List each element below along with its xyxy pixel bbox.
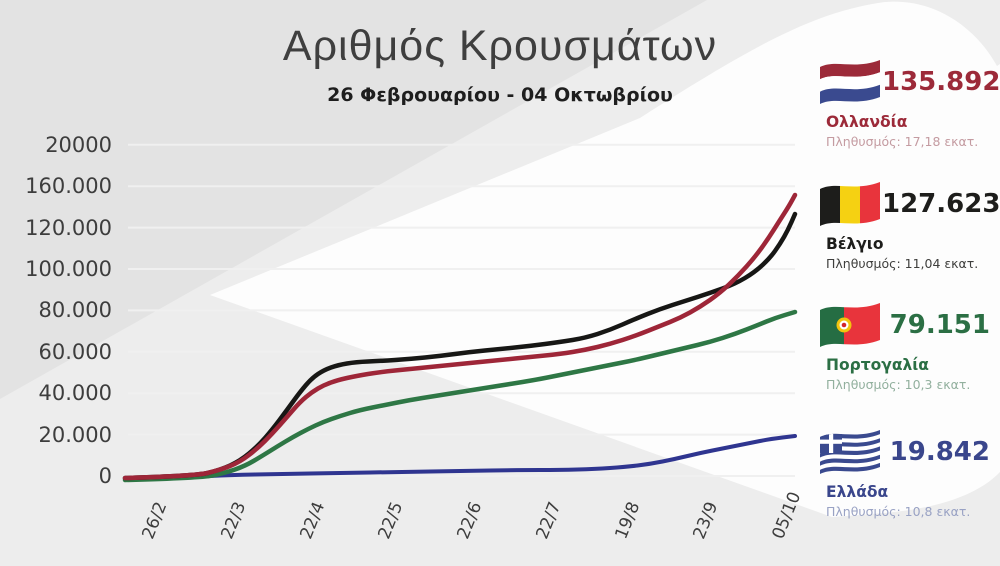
belgium-flag-icon	[820, 182, 880, 226]
y-tick-label: 20000	[45, 132, 112, 157]
country-name: Βέλγιο	[826, 235, 884, 253]
legend-row: 79.151	[818, 299, 990, 351]
x-tick-label: 19/8	[610, 499, 644, 542]
y-tick-label: 60.000	[38, 339, 112, 364]
population-label: Πληθυσμός: 10,8 εκατ.	[826, 504, 971, 519]
page-subtitle: 26 Φεβρουαρίου - 04 Οκτωβρίου	[327, 84, 673, 106]
x-tick-label: 23/9	[689, 499, 723, 542]
x-tick-label: 26/2	[138, 499, 172, 542]
x-tick-label: 22/4	[295, 499, 329, 542]
case-count: 135.892	[882, 67, 1000, 97]
series-line-netherlands	[122, 192, 798, 481]
case-count: 19.842	[889, 437, 990, 467]
population-label: Πληθυσμός: 17,18 εκατ.	[826, 134, 979, 149]
legend-item-netherlands: 135.892 Ολλανδία Πληθυσμός: 17,18 εκατ.	[818, 56, 1000, 149]
legend-row: 19.842	[818, 426, 990, 478]
case-count: 127.623	[882, 189, 1000, 219]
series-lines	[122, 192, 798, 483]
x-tick-label: 22/6	[453, 499, 487, 542]
country-name: Ολλανδία	[826, 113, 908, 131]
series-line-greece	[123, 434, 797, 480]
legend-row: 127.623	[818, 178, 1000, 230]
country-name: Ελλάδα	[826, 483, 889, 501]
netherlands-flag-icon	[820, 60, 880, 104]
greece-flag-icon	[820, 430, 880, 474]
y-tick-label: 40.000	[38, 381, 112, 406]
legend-row: 135.892	[818, 56, 1000, 108]
y-tick-label: 0	[98, 464, 112, 488]
gridlines	[128, 143, 795, 477]
y-tick-label: 80.000	[38, 298, 112, 323]
population-label: Πληθυσμός: 10,3 εκατ.	[826, 377, 971, 392]
case-count: 79.151	[889, 310, 990, 340]
legend-item-greece: 19.842 Ελλάδα Πληθυσμός: 10,8 εκατ.	[818, 426, 990, 519]
x-tick-label: 05/10	[768, 489, 806, 542]
portugal-flag-icon	[820, 303, 880, 347]
population-label: Πληθυσμός: 11,04 εκατ.	[826, 256, 979, 271]
y-tick-label: 160.000	[25, 174, 112, 199]
page-title: Αριθμός Κρουσμάτων	[282, 22, 718, 70]
legend-item-portugal: 79.151 Πορτογαλία Πληθυσμός: 10,3 εκατ.	[818, 299, 990, 392]
x-tick-label: 22/5	[374, 499, 408, 542]
x-tick-label: 22/7	[532, 499, 566, 542]
series-line-belgium	[122, 211, 798, 481]
y-tick-label: 120.000	[25, 215, 112, 240]
y-tick-label: 100.000	[25, 257, 112, 281]
legend-item-belgium: 127.623 Βέλγιο Πληθυσμός: 11,04 εκατ.	[818, 178, 1000, 271]
series-line-portugal	[122, 309, 798, 483]
country-name: Πορτογαλία	[826, 356, 929, 374]
x-tick-label: 22/3	[217, 499, 251, 542]
y-tick-label: 20.000	[38, 422, 112, 447]
